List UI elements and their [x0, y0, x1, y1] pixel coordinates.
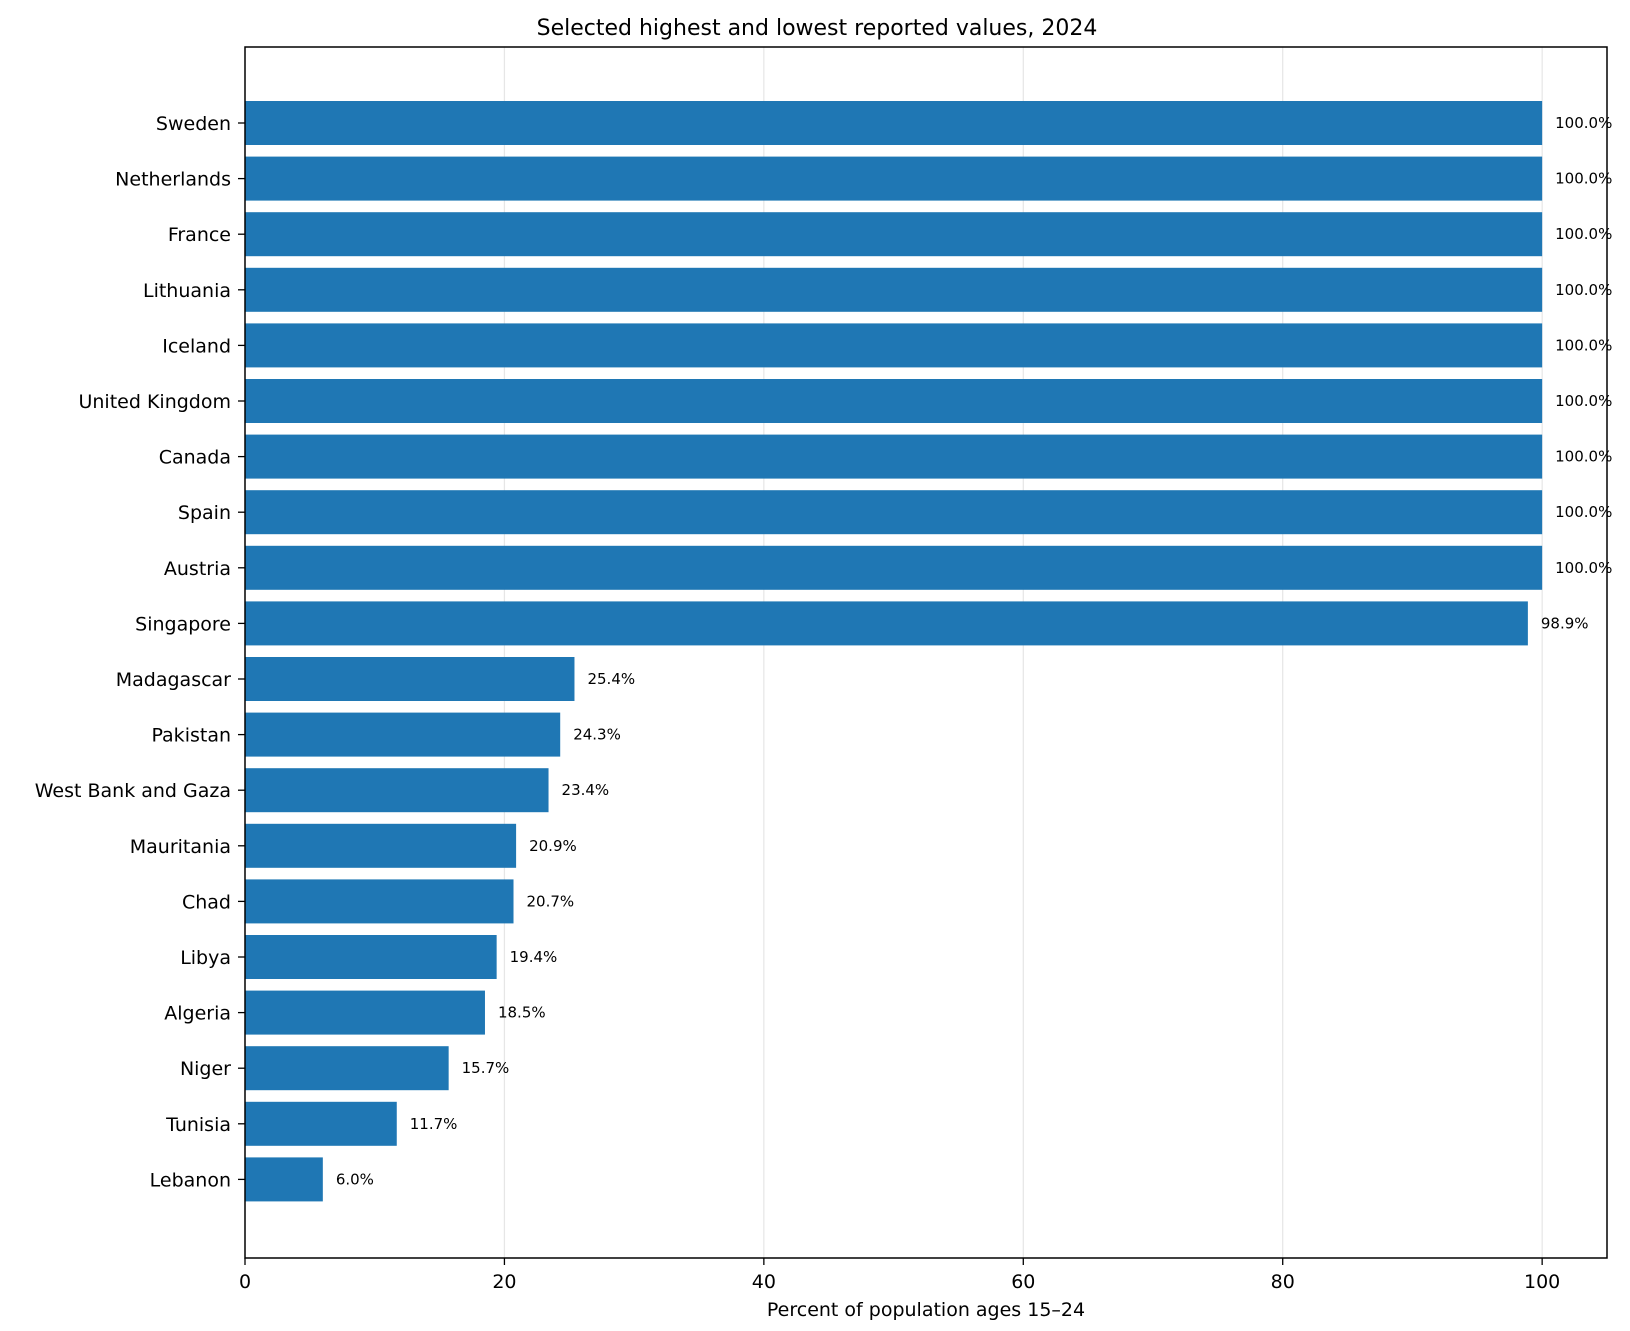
bars — [245, 101, 1543, 1202]
data-label: 100.0% — [1555, 170, 1612, 188]
category-label: Canada — [159, 447, 231, 469]
data-label: 15.7% — [462, 1059, 510, 1077]
category-label: Chad — [182, 891, 231, 913]
category-label: Niger — [180, 1058, 231, 1080]
data-label: 20.7% — [527, 892, 575, 910]
x-tick-label: 80 — [1271, 1271, 1295, 1293]
data-label: 100.0% — [1555, 225, 1612, 243]
data-label: 18.5% — [498, 1004, 546, 1022]
category-label: Algeria — [164, 1003, 231, 1025]
data-label: 20.9% — [529, 837, 577, 855]
data-label: 98.9% — [1541, 614, 1589, 632]
chart-title: Selected highest and lowest reported val… — [537, 16, 1098, 41]
data-label: 100.0% — [1555, 559, 1612, 577]
bar — [245, 823, 517, 868]
data-label: 25.4% — [587, 670, 635, 688]
x-axis-ticks: 0 20 40 60 80 100 — [239, 1258, 1560, 1293]
bar — [245, 1046, 449, 1091]
category-label: Tunisia — [165, 1114, 231, 1136]
bar — [245, 490, 1543, 535]
bar — [245, 379, 1543, 423]
data-label: 100.0% — [1555, 392, 1612, 410]
data-labels: 100.0% 100.0% 100.0% 100.0% 100.0% 100.0% 100.… — [336, 114, 1613, 1188]
bar — [245, 545, 1543, 590]
category-label: Sweden — [156, 113, 231, 135]
category-label: Spain — [178, 502, 231, 524]
data-label: 100.0% — [1555, 448, 1612, 466]
category-label: United Kingdom — [78, 391, 231, 413]
bar — [245, 712, 561, 757]
data-label: 100.0% — [1555, 281, 1612, 299]
bar — [245, 434, 1543, 479]
x-tick-label: 20 — [492, 1271, 516, 1293]
x-tick-label: 40 — [752, 1271, 776, 1293]
data-label: 19.4% — [510, 948, 558, 966]
bar — [245, 601, 1528, 646]
x-tick-label: 60 — [1011, 1271, 1035, 1293]
data-label: 23.4% — [562, 781, 610, 799]
category-label: France — [168, 224, 231, 246]
category-label: West Bank and Gaza — [35, 780, 231, 802]
data-label: 6.0% — [336, 1170, 374, 1188]
category-label: Mauritania — [130, 836, 231, 858]
bar — [245, 156, 1543, 201]
bar — [245, 212, 1543, 257]
category-label: Netherlands — [115, 169, 231, 191]
data-label: 24.3% — [573, 726, 621, 744]
bar — [245, 1157, 323, 1202]
bar — [245, 323, 1543, 368]
category-label: Austria — [164, 558, 231, 580]
x-tick-label: 100 — [1524, 1271, 1560, 1293]
data-label: 100.0% — [1555, 503, 1612, 521]
category-label: Singapore — [135, 613, 231, 635]
category-label: Madagascar — [116, 669, 231, 691]
data-label: 100.0% — [1555, 336, 1612, 354]
bar — [245, 1101, 397, 1146]
data-label: 100.0% — [1555, 114, 1612, 132]
bar — [245, 101, 1543, 145]
bar — [245, 935, 497, 979]
category-label: Libya — [180, 947, 231, 969]
data-label: 11.7% — [410, 1115, 458, 1133]
x-axis-title: Percent of population ages 15–24 — [767, 1299, 1085, 1321]
category-label: Pakistan — [151, 725, 231, 747]
bar — [245, 657, 575, 701]
category-labels: Sweden Netherlands France Lithuania Iceland U… — [35, 113, 245, 1191]
bar — [245, 267, 1543, 312]
plot-frame — [244, 46, 1608, 1259]
bar — [245, 768, 549, 813]
category-label: Lebanon — [150, 1169, 231, 1191]
category-label: Lithuania — [143, 280, 231, 302]
bar — [245, 990, 485, 1035]
category-label: Iceland — [162, 335, 231, 357]
x-tick-label: 0 — [239, 1271, 251, 1293]
bar — [245, 879, 514, 924]
